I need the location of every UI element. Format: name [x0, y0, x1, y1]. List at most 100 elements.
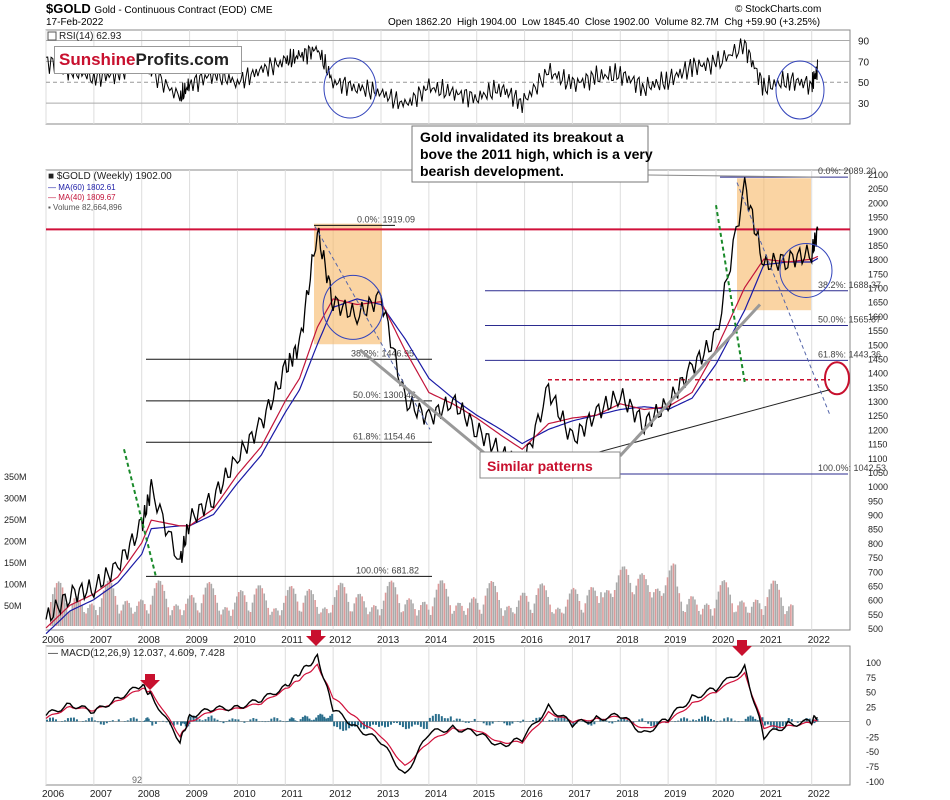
volume-bar: [386, 586, 389, 626]
macd-histogram-bar: [491, 721, 494, 724]
volume-bar: [557, 607, 559, 626]
price-tick-label: 1900: [868, 227, 888, 237]
macd-histogram-bar: [650, 721, 653, 726]
volume-bar: [523, 592, 526, 626]
volume-bar: [130, 607, 132, 626]
macd-histogram-bar: [154, 721, 157, 724]
volume-bar: [224, 607, 226, 626]
volume-bar: [247, 610, 250, 626]
x-tick-label: 2015: [473, 789, 496, 800]
volume-bar: [124, 601, 126, 626]
rsi-label: RSI(14) 62.93: [59, 31, 122, 42]
macd-histogram-bar: [440, 716, 443, 722]
macd-histogram-bar: [689, 720, 692, 722]
macd-histogram-bar: [93, 720, 96, 722]
macd-histogram-bar: [626, 720, 629, 722]
macd-histogram-bar: [701, 716, 704, 722]
macd-histogram-bar: [383, 721, 386, 728]
volume-bar: [91, 603, 93, 626]
macd-histogram-bar: [723, 718, 726, 722]
macd-histogram-bar: [449, 716, 452, 722]
macd-histogram-bar: [790, 719, 793, 722]
volume-bar: [277, 610, 279, 626]
price-tick-label: 2000: [868, 198, 888, 208]
macd-histogram-bar: [189, 716, 192, 722]
volume-bar: [304, 595, 307, 626]
macd-histogram-bar: [276, 718, 279, 722]
macd-histogram-bar: [659, 721, 662, 724]
volume-bar: [408, 598, 410, 626]
macd-histogram-bar: [698, 718, 701, 722]
volume-bar: [541, 583, 544, 626]
macd-histogram-bar: [614, 721, 617, 723]
x-tick-label: 2022: [808, 635, 831, 646]
volume-bar: [114, 595, 117, 626]
volume-bar: [142, 600, 144, 626]
volume-bar: [488, 583, 491, 626]
volume-bar: [590, 587, 592, 626]
macd-histogram-bar: [563, 717, 566, 722]
volume-bar: [792, 605, 794, 626]
volume-bar: [705, 603, 708, 626]
macd-histogram-bar: [146, 717, 149, 722]
volume-bar: [647, 585, 649, 626]
x-tick-label: 2012: [329, 635, 352, 646]
sunshine-profits-logo: Sunshine Profits.com: [54, 46, 242, 74]
macd-histogram-bar: [51, 717, 54, 722]
price-tick-label: 1850: [868, 241, 888, 251]
volume-bar: [604, 592, 606, 626]
macd-histogram-bar: [719, 720, 722, 722]
volume-bar: [298, 610, 301, 626]
macd-histogram-bar: [301, 716, 304, 722]
macd-histogram-bar: [769, 721, 772, 726]
macd-histogram-bar: [683, 717, 686, 722]
volume-bar: [335, 590, 338, 626]
volume-tick-label: 50M: [4, 601, 22, 611]
volume-bar: [545, 590, 547, 626]
volume-bar: [116, 604, 119, 626]
macd-histogram-bar: [308, 718, 311, 722]
price-tick-label: 1450: [868, 354, 888, 364]
volume-bar: [431, 606, 434, 626]
volume-bar: [600, 592, 602, 626]
macd-histogram-bar: [351, 721, 354, 727]
macd-histogram-bar: [183, 721, 186, 725]
volume-tick-label: 200M: [4, 537, 27, 547]
macd-histogram-bar: [102, 721, 105, 725]
volume-bar: [263, 593, 266, 626]
volume-bar: [496, 592, 498, 626]
volume-bar: [177, 605, 179, 626]
volume-bar: [527, 601, 530, 626]
volume-bar: [202, 594, 205, 626]
chart-date: 17-Feb-2022: [46, 17, 104, 28]
volume-bar: [508, 605, 510, 626]
macd-histogram-bar: [398, 721, 401, 726]
volume-bar: [703, 604, 706, 626]
volume-bar: [369, 611, 371, 626]
fib-label-left: 50.0%: 1300.46: [353, 390, 416, 400]
volume-bar: [463, 610, 465, 626]
volume-bar: [232, 609, 234, 626]
volume-bar: [584, 603, 587, 626]
macd-tick-label: -25: [866, 732, 879, 742]
macd-histogram-bar: [617, 719, 620, 722]
macd-histogram-bar: [198, 719, 201, 722]
volume-bar: [574, 589, 577, 626]
macd-histogram-bar: [452, 720, 455, 722]
macd-histogram-bar: [455, 718, 458, 722]
volume-bar: [598, 602, 600, 626]
volume-bar: [279, 615, 281, 626]
volume-bar: [735, 611, 737, 626]
volume-bar: [81, 605, 83, 626]
x-tick-label: 2016: [521, 635, 544, 646]
volume-bar: [615, 582, 618, 626]
volume-bar: [564, 606, 567, 626]
rsi-highlight-circle-right: [775, 60, 825, 120]
volume-bar: [682, 610, 684, 626]
volume-tick-label: 250M: [4, 515, 27, 525]
macd-histogram-bar: [329, 715, 332, 722]
volume-bar: [261, 588, 264, 626]
volume-bar: [535, 594, 538, 626]
macd-histogram-bar: [506, 721, 509, 726]
price-tick-label: 900: [868, 511, 883, 521]
